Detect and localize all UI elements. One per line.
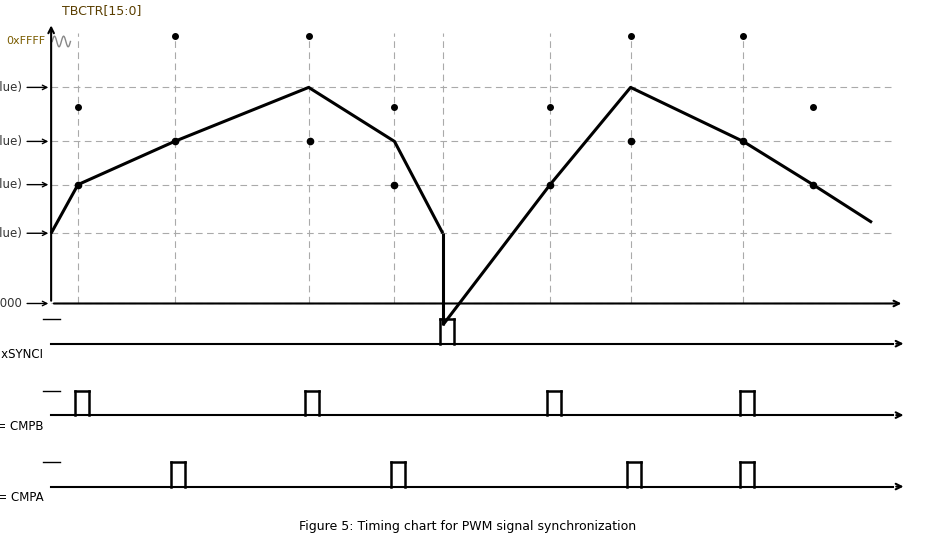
Text: TBCTR[15:0]: TBCTR[15:0] [62, 4, 141, 17]
Text: Figure 5: Timing chart for PWM signal synchronization: Figure 5: Timing chart for PWM signal sy… [300, 520, 636, 533]
Text: CTR = CMPA: CTR = CMPA [0, 491, 44, 504]
Text: TBPHS (value): TBPHS (value) [0, 227, 22, 240]
Text: CMPB (value): CMPB (value) [0, 178, 22, 191]
Text: EPWMxSYNCI: EPWMxSYNCI [0, 348, 44, 361]
Text: CMPA (value): CMPA (value) [0, 135, 22, 148]
Text: CTR = CMPB: CTR = CMPB [0, 420, 44, 433]
Text: 0xFFFF: 0xFFFF [7, 36, 46, 47]
Text: TBPRD (value): TBPRD (value) [0, 81, 22, 94]
Text: 0x0000: 0x0000 [0, 297, 22, 310]
